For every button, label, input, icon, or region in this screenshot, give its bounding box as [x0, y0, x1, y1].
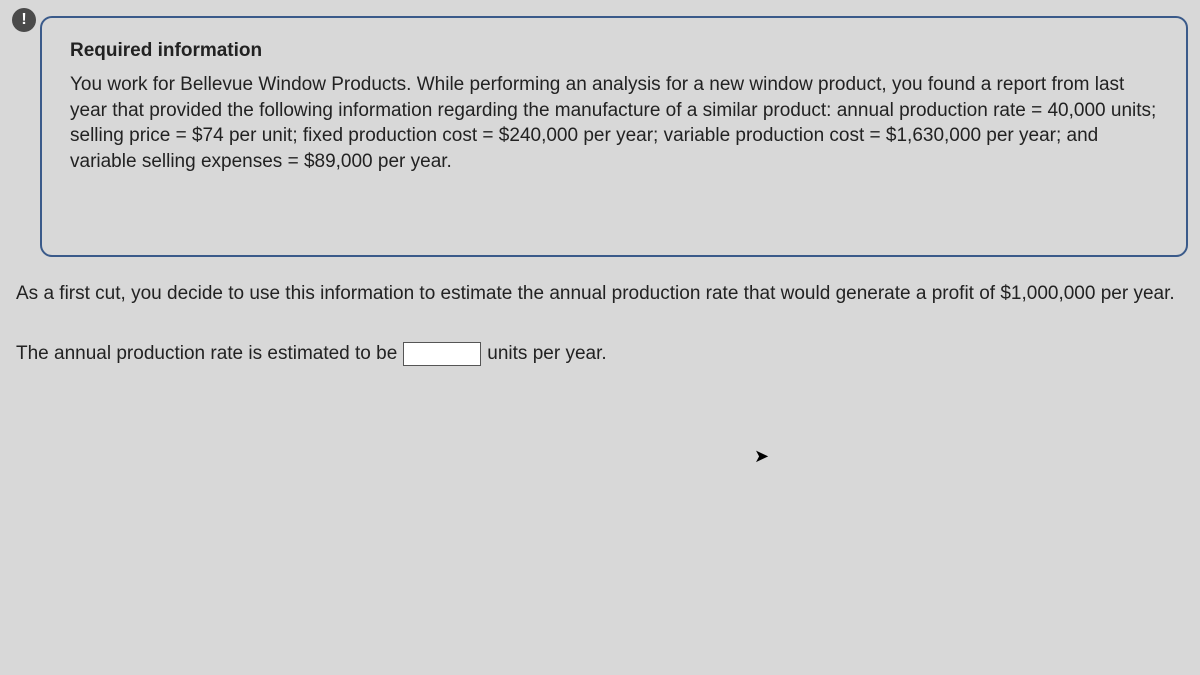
question-prompt: As a first cut, you decide to use this i…	[16, 281, 1176, 307]
production-rate-input[interactable]	[403, 342, 481, 366]
answer-unit-text: units per year.	[487, 343, 606, 365]
alert-icon: !	[12, 8, 36, 32]
answer-row: The annual production rate is estimated …	[16, 342, 1188, 366]
answer-lead-text: The annual production rate is estimated …	[16, 343, 397, 365]
alert-glyph: !	[21, 11, 26, 29]
panel-heading: Required information	[70, 40, 1158, 62]
required-information-panel: Required information You work for Bellev…	[40, 16, 1188, 257]
panel-body: You work for Bellevue Window Products. W…	[70, 72, 1158, 175]
question-block: As a first cut, you decide to use this i…	[16, 281, 1176, 307]
cursor-icon: ➤	[754, 446, 769, 467]
